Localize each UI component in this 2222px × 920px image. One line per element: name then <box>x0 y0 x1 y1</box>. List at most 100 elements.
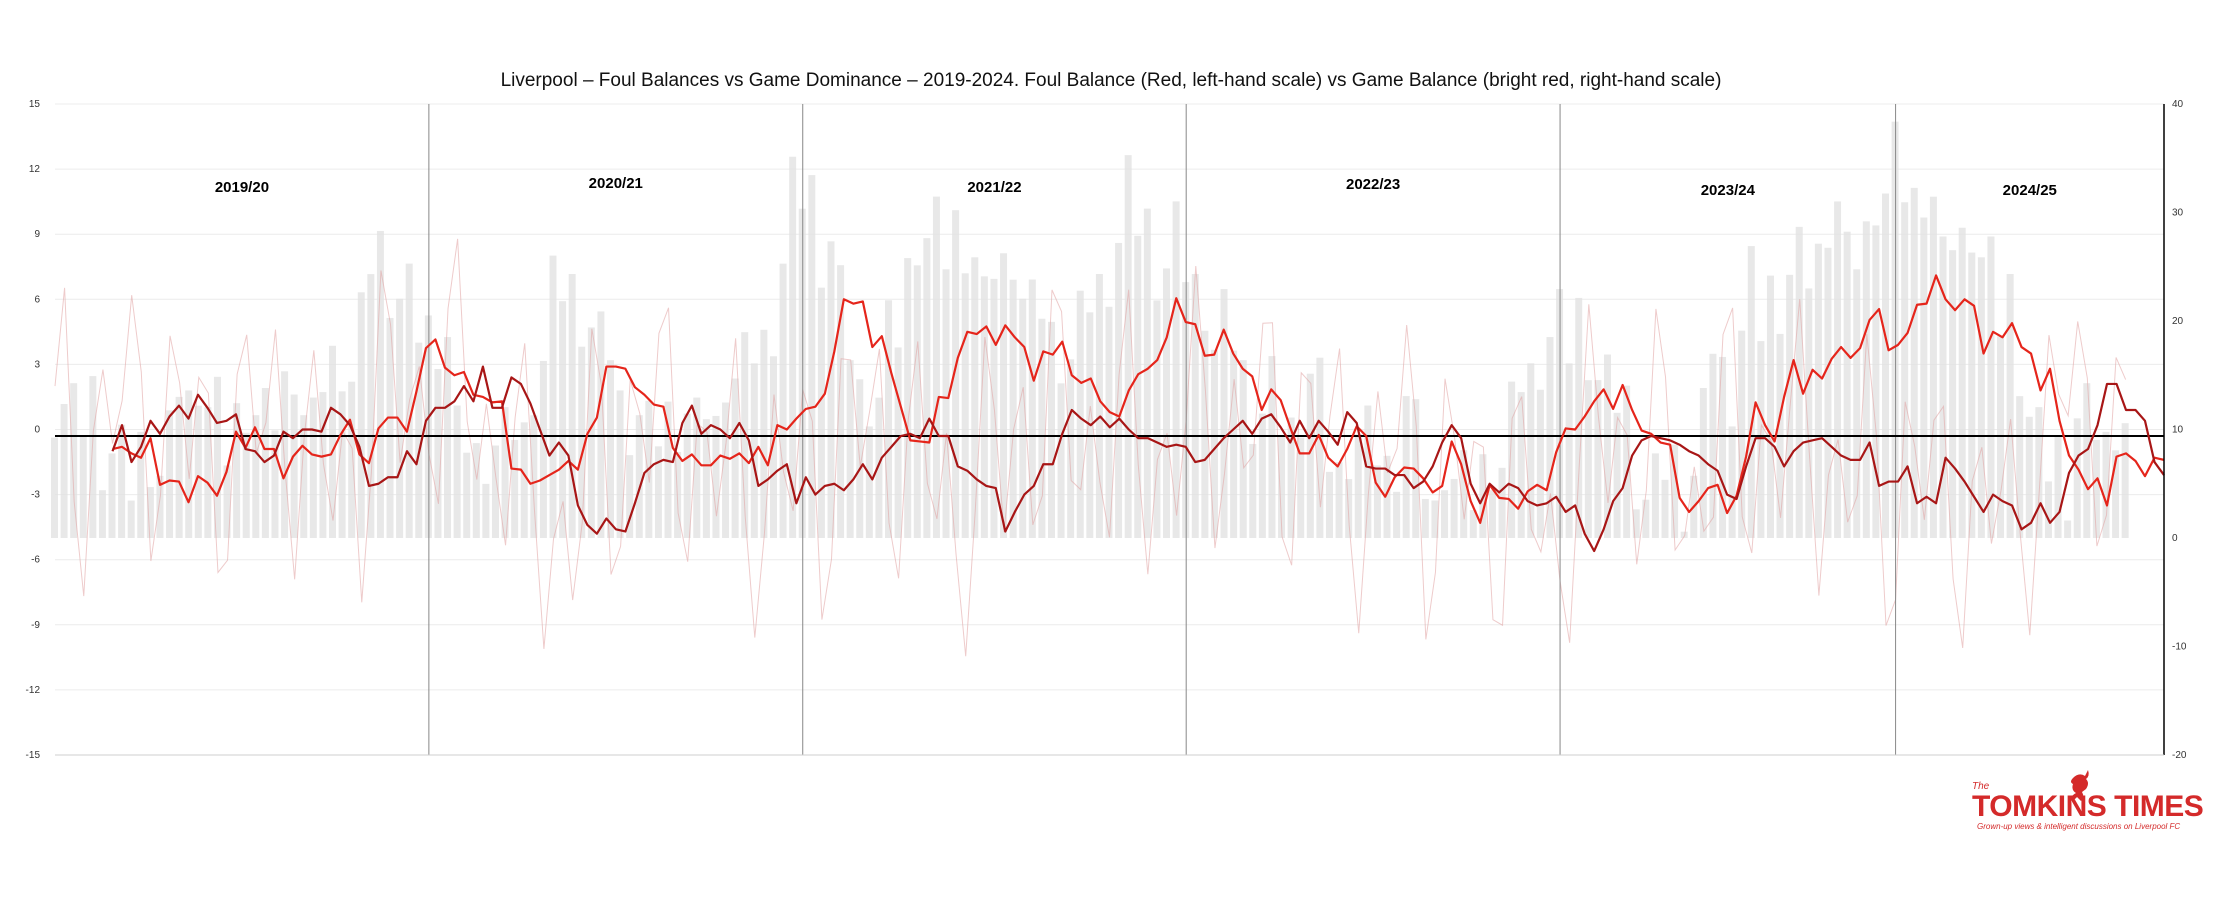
season-label: 2020/21 <box>589 175 643 192</box>
background-bars <box>51 121 2129 539</box>
background-bar <box>769 356 777 538</box>
background-bar <box>108 453 116 538</box>
background-bar <box>1603 354 1611 538</box>
background-bar <box>1766 275 1774 538</box>
background-bar <box>2016 396 2024 538</box>
background-bar <box>1383 455 1391 538</box>
background-bar <box>635 415 643 538</box>
background-bar <box>894 347 902 538</box>
background-bar <box>281 371 289 538</box>
background-bar <box>1680 531 1688 538</box>
background-bar <box>233 403 241 538</box>
background-bar <box>300 415 308 538</box>
background-bar <box>2025 416 2033 538</box>
background-bar <box>1536 389 1544 538</box>
logo-tagline: Grown-up views & intelligent discussions… <box>1977 822 2180 831</box>
background-bar <box>1153 300 1161 538</box>
background-bar <box>1105 306 1113 538</box>
background-bar <box>1172 201 1180 539</box>
background-bar <box>597 311 605 538</box>
right-tick-label: 30 <box>2172 208 2184 219</box>
background-bar <box>1661 479 1669 538</box>
left-tick-label: 0 <box>34 425 40 436</box>
left-tick-label: -3 <box>31 490 40 501</box>
background-bar <box>2044 481 2052 538</box>
background-bar <box>1613 412 1621 538</box>
background-bar <box>1047 321 1055 538</box>
background-bar <box>1814 243 1822 538</box>
right-tick-label: 0 <box>2172 533 2178 544</box>
background-bar <box>1364 405 1372 538</box>
background-bar <box>1527 363 1535 538</box>
background-bar <box>2073 418 2081 538</box>
season-labels: 2019/20 2020/21 2021/22 2022/23 2023/24 2024/… <box>215 175 2057 199</box>
background-bar <box>1230 350 1238 538</box>
background-bar <box>2035 407 2043 538</box>
left-tick-label: -12 <box>26 685 41 696</box>
background-bar <box>1143 208 1151 538</box>
background-bar <box>942 269 950 538</box>
background-bar <box>271 430 279 538</box>
right-tick-label: 10 <box>2172 425 2184 436</box>
season-label: 2023/24 <box>1701 182 1756 199</box>
background-bar <box>1067 359 1075 538</box>
background-bar <box>568 273 576 538</box>
background-bar <box>1517 392 1525 538</box>
game-balance-line <box>112 274 2165 524</box>
liverbird-icon <box>2070 770 2089 801</box>
background-bar <box>1335 462 1343 538</box>
background-bar <box>817 287 825 538</box>
background-bar <box>70 383 78 538</box>
background-bar <box>2064 520 2072 538</box>
background-bar <box>750 363 758 538</box>
background-bar <box>185 390 193 538</box>
background-bar <box>2054 435 2062 538</box>
background-bar <box>1843 231 1851 538</box>
background-bar <box>664 401 672 538</box>
background-bar <box>1834 201 1842 538</box>
background-bar <box>1910 187 1918 539</box>
background-bar <box>329 345 337 538</box>
background-bar <box>1709 353 1717 538</box>
background-bar <box>2083 383 2091 538</box>
background-bar <box>386 317 394 538</box>
foul-balance-line <box>111 365 2165 553</box>
background-bar <box>1958 227 1966 538</box>
background-bar <box>1546 337 1554 538</box>
background-bar <box>1671 444 1679 538</box>
background-bar <box>1038 318 1046 538</box>
left-tick-label: 3 <box>34 359 40 370</box>
background-bar <box>1977 257 1985 538</box>
background-bar <box>396 298 404 538</box>
background-bar <box>722 402 730 538</box>
background-bar <box>885 300 893 538</box>
background-bar <box>2112 450 2120 538</box>
left-tick-label: 6 <box>34 294 40 305</box>
background-bar <box>213 376 221 538</box>
background-bar <box>1719 356 1727 538</box>
background-bar <box>348 381 356 538</box>
left-tick-label: 12 <box>29 164 41 175</box>
background-bar <box>1747 246 1755 538</box>
background-bar <box>971 257 979 538</box>
background-bar <box>530 415 538 538</box>
background-bar <box>1872 225 1880 538</box>
background-bar <box>731 378 739 538</box>
background-bar <box>693 397 701 538</box>
background-bar <box>1929 196 1937 538</box>
background-bar <box>578 346 586 538</box>
background-bar <box>1651 453 1659 538</box>
background-bar <box>367 274 375 538</box>
background-bar <box>904 258 912 538</box>
season-label: 2021/22 <box>967 179 1021 196</box>
background-bar <box>559 301 567 538</box>
background-bar <box>204 407 212 538</box>
background-bar <box>491 445 499 538</box>
background-bar <box>482 483 490 538</box>
background-bar <box>194 405 202 538</box>
background-bar <box>1057 383 1065 538</box>
left-tick-label: -9 <box>31 620 40 631</box>
background-bar <box>1881 193 1889 539</box>
